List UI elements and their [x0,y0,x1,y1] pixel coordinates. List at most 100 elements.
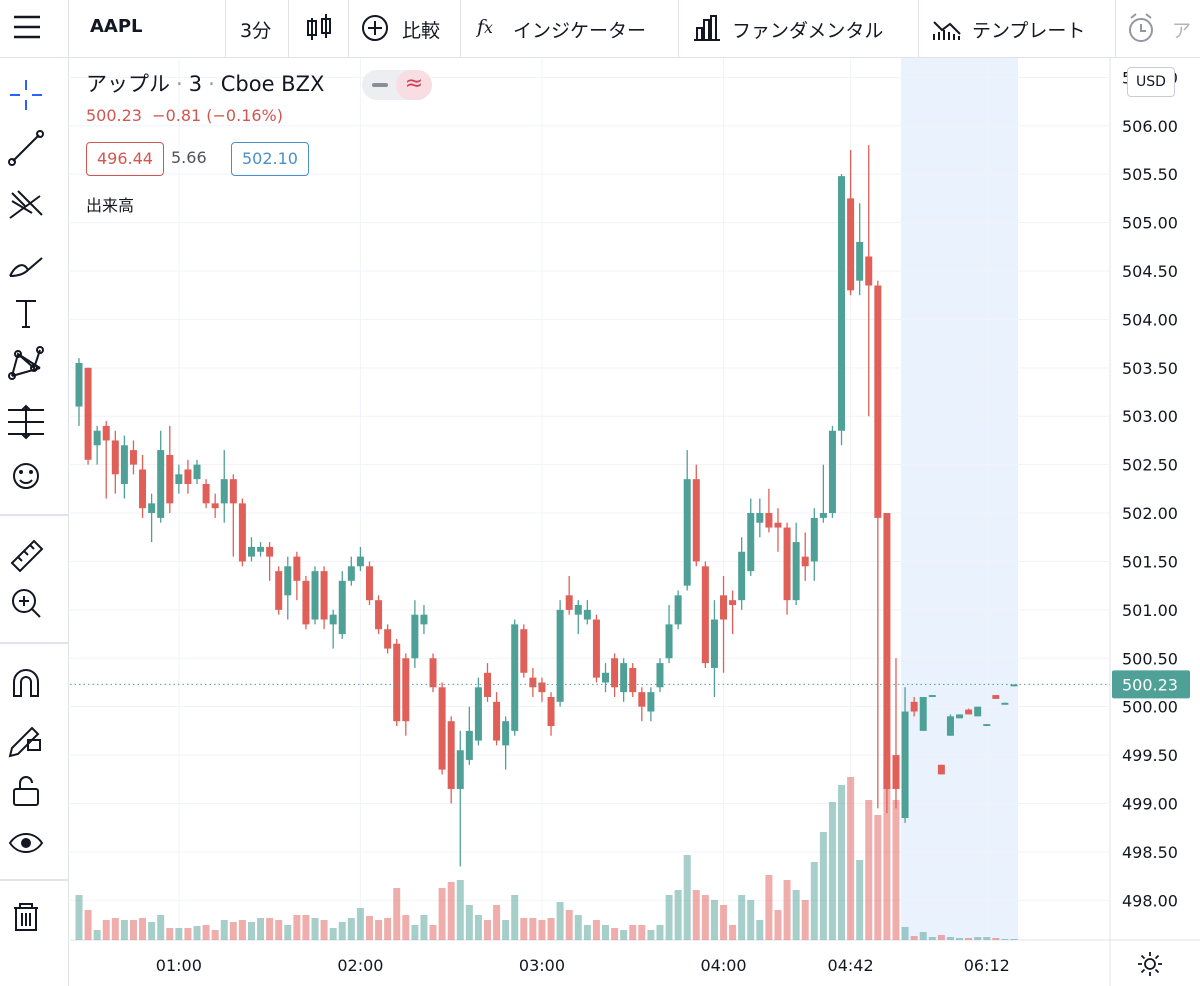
change-percent: (−0.16%) [206,106,283,125]
candle-body [529,677,537,688]
candle-body [910,701,918,712]
volume-bar [692,890,700,940]
candle-body [456,750,464,789]
volume-bar [139,918,147,940]
candle-body [84,367,92,460]
volume-bar [847,777,855,940]
volume-bar [656,925,664,940]
volume-bar [956,938,964,940]
interval-button[interactable]: 3分 [240,20,272,42]
volume-bar [583,925,591,940]
fundamentals-button[interactable]: ファンダメンタル [732,20,884,42]
candle-body [139,469,147,509]
candle-body [275,571,283,610]
alert-icon[interactable] [1125,0,1165,57]
fib-tool[interactable] [9,190,43,219]
candle-body [565,595,573,610]
visibility-toggle[interactable]: ≈ [362,70,432,100]
volume-bar [157,915,165,940]
price: 500.23 [86,106,142,125]
x-tick-label: 02:00 [337,956,383,975]
volume-bar [293,915,301,940]
candle-body [493,701,501,741]
volume-bar [992,938,1000,940]
candle-body [992,695,1000,699]
indicator-icon[interactable]: fx [477,16,493,38]
volume-bar [683,855,691,940]
indicators-button[interactable]: インジケーター [513,20,647,42]
volume-bar [266,918,274,940]
settings-button[interactable] [1138,952,1162,976]
menu-button[interactable] [0,0,60,57]
fundamentals-icon[interactable] [692,0,722,57]
trend-line-tool[interactable] [8,130,44,166]
volume-bar [302,915,310,940]
gear-teeth [1138,952,1162,976]
extended-hours-shade [901,58,1018,940]
compare-icon[interactable] [360,0,394,57]
chart-type-button[interactable] [304,0,334,57]
volume-bar [75,895,83,940]
top-toolbar: AAPL 3分 比較 fx インジケーター ファンダメンタル テンプレート ア [0,0,1200,58]
templates-icon[interactable] [932,0,964,57]
candle-body [120,445,128,484]
candle-body [883,513,891,789]
y-tick-label: 502.50 [1122,456,1178,475]
y-tick-label: 505.50 [1122,165,1178,184]
emoji-tool[interactable] [13,463,39,489]
volume-bar [565,910,573,940]
compare-button[interactable]: 比較 [402,20,441,42]
volume-bar [356,908,364,940]
last-price-label: 500.23 [1122,675,1178,694]
lock-tool[interactable] [13,776,39,806]
volume-bar [856,860,864,940]
volume-bar [647,930,655,940]
candle-body [974,706,982,717]
candle-body [483,672,491,697]
delete-tool[interactable] [14,903,38,931]
candle-body [75,362,83,407]
volume-bar [311,918,319,940]
volume-bar [93,930,101,940]
candle-body [592,619,600,678]
lock-drawing-tool[interactable] [8,726,41,758]
sell-button[interactable]: 496.44 [86,142,164,176]
volume-bar [901,927,909,940]
magnet-tool[interactable] [13,669,39,697]
templates-button[interactable]: テンプレート [972,20,1086,42]
y-tick-label: 504.50 [1122,262,1178,281]
candle-body [638,692,646,707]
currency-button[interactable]: USD [1127,67,1175,97]
separator [918,0,919,57]
ruler-tool[interactable] [10,539,44,573]
y-tick-label: 506.00 [1122,117,1178,136]
volume-bar [1010,939,1018,940]
buy-button[interactable]: 502.10 [231,142,309,176]
change: −0.81 [152,106,202,125]
candle-body [166,454,174,504]
candle-body [729,600,737,606]
measure-tool[interactable] [8,404,44,440]
candle-body [611,658,619,688]
candle-body [465,730,473,760]
crosshair-tool[interactable] [10,80,42,110]
candle-body [438,687,446,770]
volume-bar [674,890,682,940]
alerts-button[interactable]: ア [1172,20,1192,42]
pattern-tool[interactable] [8,346,44,380]
spread: 5.66 [171,148,207,167]
candle-body [148,503,156,514]
text-tool[interactable] [16,300,36,328]
zoom-tool[interactable] [12,589,41,618]
visibility-tool[interactable] [8,833,44,853]
candle-body [365,566,373,601]
y-tick-label: 501.00 [1122,601,1178,620]
brush-tool[interactable] [9,257,43,277]
symbol[interactable]: AAPL [90,16,143,37]
volume-bar [102,920,110,940]
volume-bar [229,922,237,940]
volume-bar [883,762,891,940]
candle-body [774,522,782,528]
candle-body [220,479,228,504]
